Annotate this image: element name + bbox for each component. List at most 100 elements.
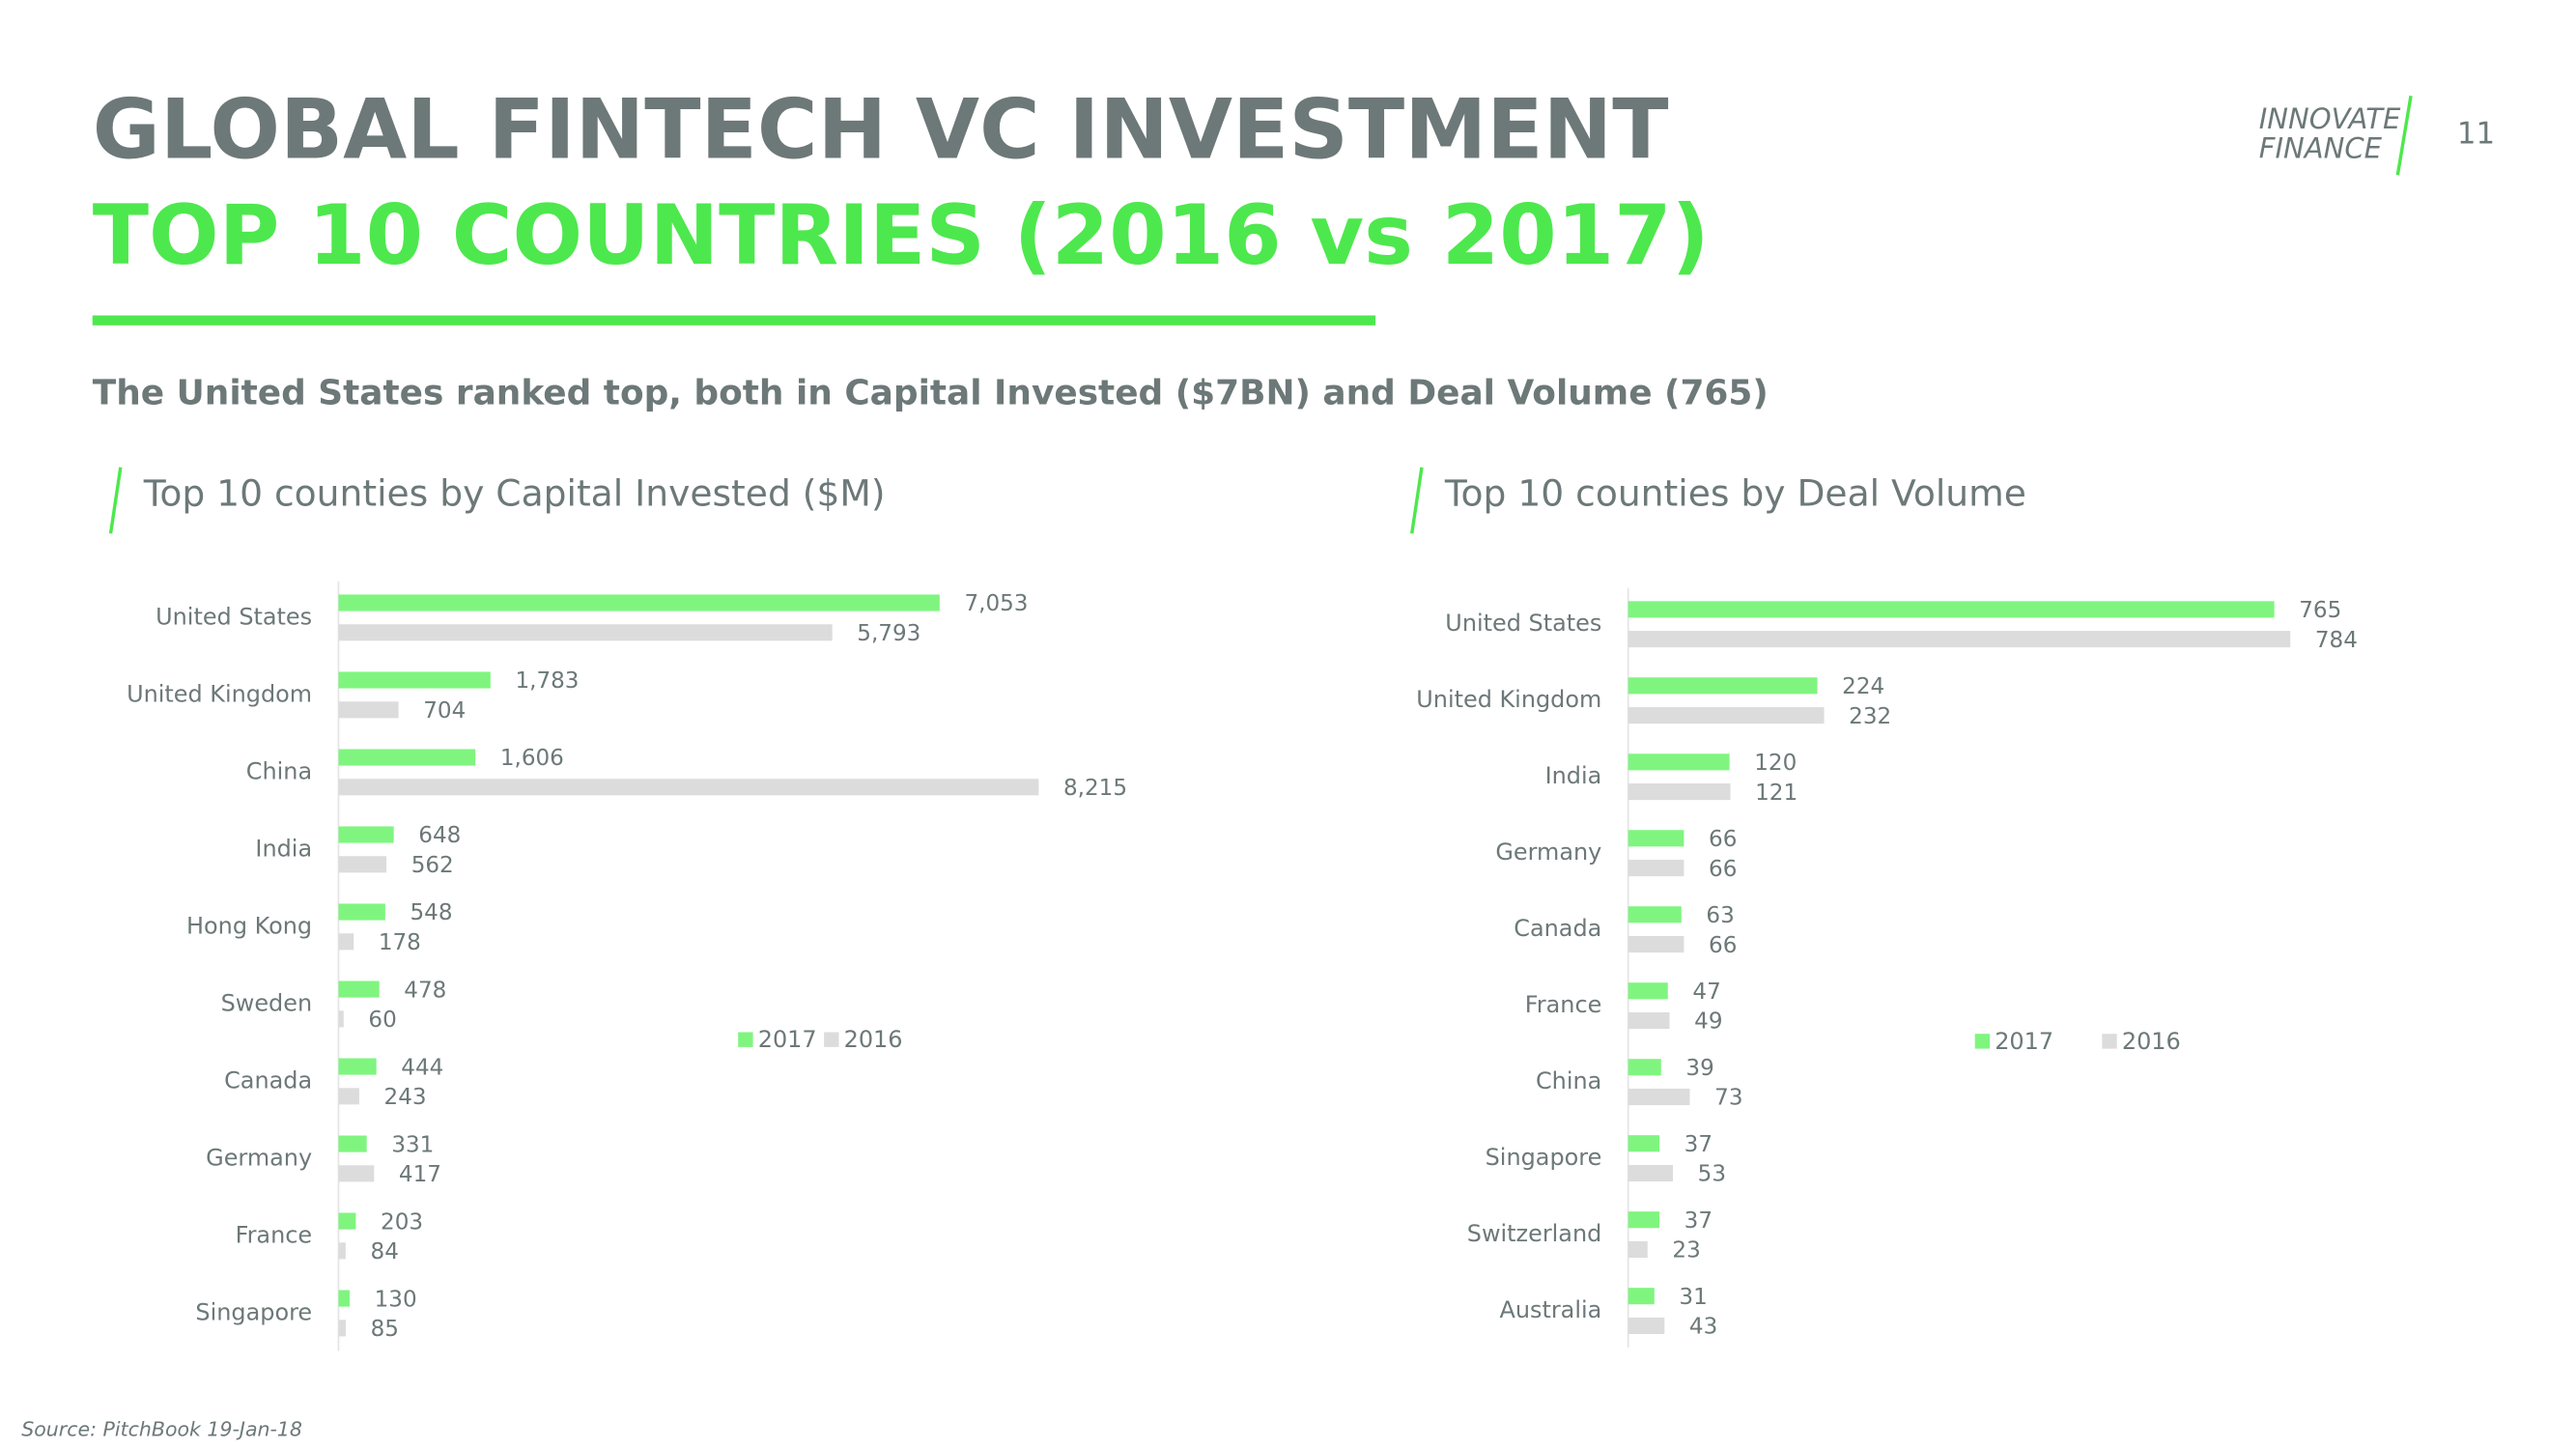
bar: [338, 856, 387, 873]
value-label: 84: [371, 1239, 399, 1264]
subtitle: TOP 10 COUNTRIES (2016 vs 2017): [93, 188, 1710, 284]
legend-swatch: [738, 1032, 753, 1047]
value-label: 121: [1755, 781, 1798, 806]
bar: [1628, 935, 1684, 953]
bar: [1628, 830, 1684, 847]
value-label: 765: [2299, 598, 2341, 623]
category-label: Hong Kong: [186, 912, 312, 939]
category-label: Canada: [1514, 915, 1601, 942]
legend-label: 2016: [2122, 1028, 2181, 1055]
value-label: 66: [1709, 827, 1737, 852]
source: Source: PitchBook 19-Jan-18: [21, 1418, 302, 1441]
bar: [1628, 1088, 1690, 1106]
bar: [338, 980, 380, 998]
bar: [1628, 753, 1730, 771]
category-label: China: [1536, 1067, 1601, 1094]
legend-label: 2016: [844, 1026, 903, 1053]
category-label: United States: [156, 603, 312, 630]
bar: [1628, 982, 1668, 1000]
page-number: 11: [2457, 117, 2495, 152]
value-label: 648: [418, 823, 461, 848]
value-label: 548: [410, 900, 452, 925]
category-label: United States: [1445, 610, 1601, 637]
value-label: 8,215: [1063, 776, 1127, 801]
value-label: 49: [1694, 1009, 1722, 1035]
chart-slash: [108, 467, 123, 534]
bar: [1628, 601, 2275, 618]
category-label: Germany: [206, 1144, 312, 1171]
value-label: 562: [411, 853, 454, 878]
value-label: 66: [1709, 857, 1737, 882]
value-label: 130: [375, 1287, 417, 1312]
bar: [338, 1135, 367, 1152]
bar: [1628, 783, 1731, 801]
bar: [1628, 707, 1825, 724]
bar: [1628, 677, 1818, 695]
value-label: 5,793: [857, 621, 920, 646]
bar: [338, 1058, 377, 1075]
bar: [1628, 1011, 1670, 1030]
value-label: 7,053: [964, 591, 1028, 616]
bar: [1628, 860, 1684, 877]
bar: [338, 826, 394, 843]
category-label: Canada: [224, 1066, 312, 1094]
value-label: 23: [1672, 1238, 1700, 1264]
category-label: France: [236, 1221, 313, 1248]
category-label: Singapore: [195, 1298, 312, 1325]
value-label: 1,783: [515, 668, 579, 694]
summary: The United States ranked top, both in Ca…: [93, 374, 1769, 413]
bar: [338, 1290, 350, 1307]
bar: [1628, 1059, 1661, 1076]
category-label: India: [255, 835, 312, 862]
value-label: 243: [384, 1085, 427, 1110]
category-label: Germany: [1495, 838, 1601, 866]
value-label: 417: [399, 1162, 441, 1187]
chart-title: Top 10 counties by Deal Volume: [1444, 471, 2026, 514]
legend-swatch: [1974, 1034, 1991, 1049]
category-label: Sweden: [221, 989, 313, 1016]
category-label: United Kingdom: [1416, 686, 1601, 713]
bar: [338, 1212, 356, 1230]
bar: [338, 1165, 375, 1182]
value-label: 53: [1698, 1162, 1726, 1187]
value-label: 224: [1842, 674, 1884, 699]
bar: [338, 1320, 346, 1337]
bar: [338, 933, 354, 951]
bar: [338, 749, 476, 766]
bar: [338, 624, 833, 641]
value-label: 37: [1684, 1132, 1713, 1157]
logo-text: INNOVATE: [2259, 102, 2401, 135]
value-label: 43: [1689, 1315, 1717, 1340]
bar: [338, 1242, 346, 1260]
bar: [338, 1010, 344, 1028]
bar: [1628, 1135, 1660, 1152]
value-label: 444: [401, 1055, 443, 1080]
bar: [1628, 1164, 1674, 1182]
chart-slash: [1410, 467, 1424, 534]
value-label: 1,606: [500, 746, 564, 771]
value-label: 232: [1849, 704, 1891, 729]
chart-title: Top 10 counties by Capital Invested ($M): [143, 471, 886, 514]
value-label: 85: [371, 1317, 399, 1342]
category-label: India: [1545, 762, 1602, 789]
category-label: Singapore: [1486, 1144, 1602, 1171]
value-label: 39: [1685, 1056, 1713, 1081]
category-label: United Kingdom: [127, 680, 312, 707]
value-label: 47: [1692, 980, 1720, 1005]
category-label: Switzerland: [1467, 1220, 1602, 1247]
bar: [338, 903, 385, 921]
value-label: 478: [404, 978, 446, 1003]
bar: [338, 779, 1039, 796]
bar: [1628, 1211, 1660, 1229]
bar: [338, 701, 399, 719]
value-label: 704: [423, 698, 466, 724]
value-label: 60: [368, 1008, 396, 1033]
category-label: China: [246, 757, 312, 784]
value-label: 120: [1754, 751, 1797, 776]
bar: [338, 1088, 359, 1105]
title: GLOBAL FINTECH VC INVESTMENT: [93, 83, 1669, 179]
legend-label: 2017: [758, 1026, 817, 1053]
